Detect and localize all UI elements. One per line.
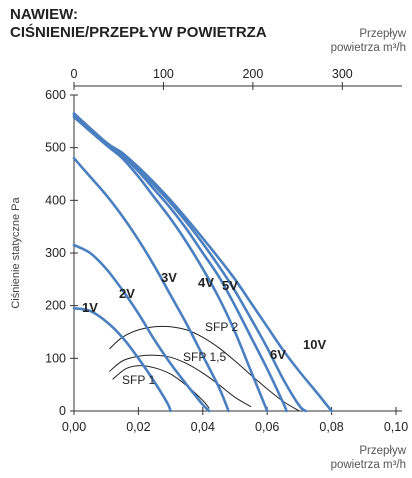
chart-labels: 1V 2V 3V 4V 5V 6V 10V SFP 1 SFP 1,5 SFP 2 bbox=[82, 270, 326, 387]
top-axis-unit-line-2: powietrza m³/h bbox=[330, 42, 406, 54]
x-tick-label: 0,04 bbox=[191, 420, 215, 434]
fan-curve-6v bbox=[72, 113, 308, 413]
x-tick-label: 0,06 bbox=[255, 420, 279, 434]
fan-curve-3v bbox=[72, 156, 230, 413]
sfp-curve-2 bbox=[109, 354, 252, 408]
sfp-label-3: SFP 2 bbox=[205, 320, 238, 334]
fan-label-2v: 2V bbox=[119, 286, 135, 301]
chart-title-line-2: CIŚNIENIE/PRZEPŁYW POWIETRZA bbox=[10, 24, 267, 41]
sfp-curve-1 bbox=[112, 365, 210, 409]
top-axis-unit: Przepływ powietrza m³/h bbox=[331, 27, 406, 55]
top-axis-unit-line-1: Przepływ bbox=[359, 28, 406, 40]
sfp-curve-3 bbox=[109, 325, 300, 412]
y-tick-label: 200 bbox=[45, 299, 66, 313]
bottom-axis-unit-line-1: Przepływ bbox=[359, 445, 406, 457]
y-tick-label: 0 bbox=[59, 404, 66, 418]
y-axis-label: Ciśnienie statyczne Pa bbox=[10, 196, 22, 308]
y-tick-label: 600 bbox=[45, 88, 66, 102]
chart-axes: 0 100 200 300 400 500 600 0,00 0,02 0,04 0,06 0,08 0… bbox=[10, 67, 408, 434]
y-tick-label: 100 bbox=[45, 351, 66, 365]
fan-label-1v: 1V bbox=[82, 300, 98, 315]
fan-curve-5v bbox=[72, 114, 288, 413]
sfp-label-2: SFP 1,5 bbox=[183, 350, 226, 364]
x-tick-label: 0,02 bbox=[126, 420, 150, 434]
fan-curves bbox=[72, 112, 333, 413]
fan-label-3v: 3V bbox=[161, 270, 177, 285]
chart-title-line-1: NAWIEW: bbox=[10, 6, 79, 23]
sfp-label-1: SFP 1 bbox=[122, 373, 155, 387]
x2-tick-label: 0 bbox=[71, 67, 78, 81]
x2-tick-label: 200 bbox=[242, 67, 263, 81]
y-tick-label: 300 bbox=[45, 246, 66, 260]
fan-curve-10v bbox=[72, 112, 333, 413]
bottom-axis-unit: Przepływ powietrza m³/h bbox=[331, 444, 406, 472]
fan-curve-4v bbox=[72, 115, 269, 413]
bottom-axis-unit-line-2: powietrza m³/h bbox=[330, 459, 406, 471]
y-tick-label: 500 bbox=[45, 141, 66, 155]
fan-curve-2v bbox=[72, 243, 211, 413]
fan-label-4v: 4V bbox=[198, 275, 214, 290]
x2-tick-label: 300 bbox=[332, 67, 353, 81]
fan-label-10v: 10V bbox=[303, 337, 326, 352]
y-tick-label: 400 bbox=[45, 193, 66, 207]
x-tick-label: 0,10 bbox=[384, 420, 408, 434]
sfp-curves bbox=[109, 325, 300, 412]
x-tick-label: 0,08 bbox=[319, 420, 343, 434]
fan-curve-1v bbox=[72, 307, 172, 413]
fan-label-5v: 5V bbox=[222, 278, 238, 293]
x2-tick-label: 100 bbox=[153, 67, 174, 81]
x-tick-label: 0,00 bbox=[62, 420, 86, 434]
fan-label-6v: 6V bbox=[270, 347, 286, 362]
